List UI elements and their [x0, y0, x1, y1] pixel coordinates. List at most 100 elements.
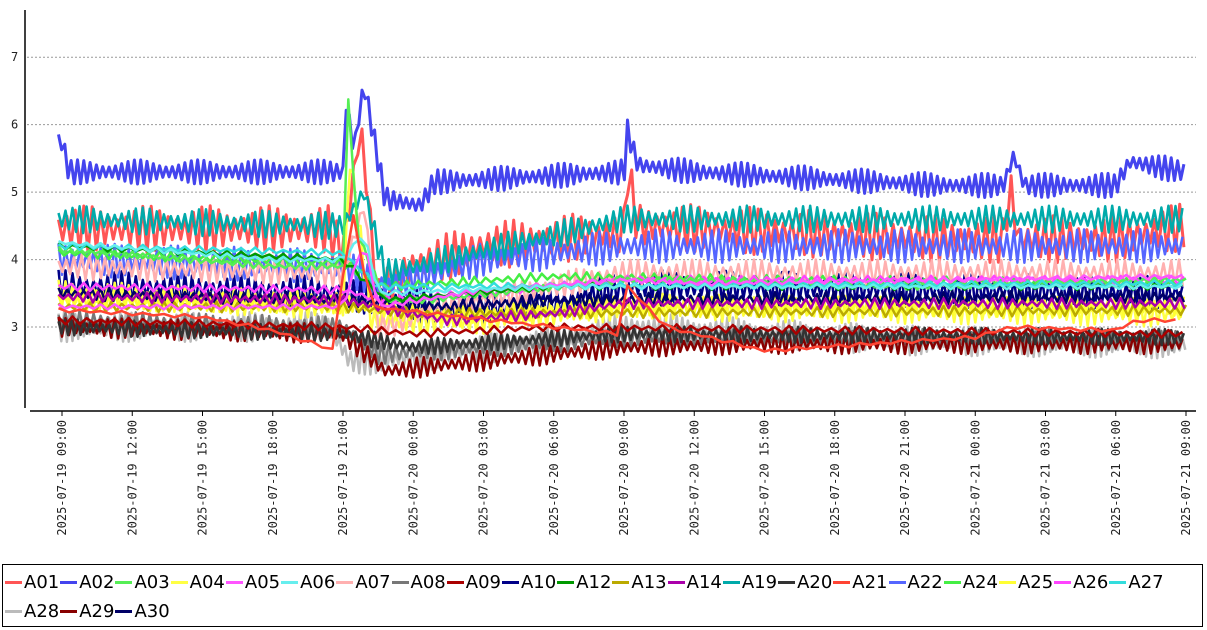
- legend-swatch: [281, 581, 299, 584]
- legend-swatch: [336, 581, 354, 584]
- legend-swatch: [446, 581, 464, 584]
- legend-label: A25: [1017, 572, 1054, 593]
- legend-swatch: [1054, 581, 1072, 584]
- legend-item-a06[interactable]: A06: [281, 568, 335, 597]
- legend-item-a03[interactable]: A03: [115, 568, 170, 597]
- series-layer: [57, 88, 1188, 379]
- legend-label: A14: [686, 572, 722, 593]
- y-tick-label: 4: [11, 253, 18, 267]
- legend-label: A13: [631, 572, 667, 593]
- legend-label: A24: [962, 572, 998, 593]
- legend-swatch: [612, 581, 630, 584]
- legend-item-a08[interactable]: A08: [391, 568, 446, 597]
- legend-item-a07[interactable]: A07: [336, 568, 391, 597]
- legend-swatch: [667, 581, 685, 584]
- legend-swatch: [5, 581, 22, 584]
- legend-label: A19: [741, 572, 778, 593]
- legend-label: A05: [244, 572, 281, 593]
- legend-label: A26: [1073, 572, 1109, 593]
- legend-swatch: [501, 581, 519, 584]
- legend-swatch: [115, 581, 133, 584]
- legend-label: A08: [410, 572, 446, 593]
- x-tick-labels: 2025-07-19 09:00 2025-07-19 12:00 2025-07-…: [55, 411, 1193, 536]
- legend-item-a24[interactable]: A24: [943, 568, 998, 597]
- legend-swatch: [833, 581, 851, 584]
- y-tick-labels: 3 4 5 6 7: [11, 50, 18, 334]
- series-line-a03: [57, 98, 1187, 305]
- legend-item-a10[interactable]: A10: [501, 568, 557, 597]
- legend-swatch: [557, 581, 575, 584]
- legend-swatch: [1109, 581, 1127, 584]
- y-tick-label: 6: [11, 118, 18, 132]
- y-tick-label: 3: [11, 320, 18, 334]
- x-tick-label: 2025-07-21 06:00: [1109, 420, 1123, 536]
- series-line-a21: [58, 214, 1176, 353]
- legend-label: A21: [852, 572, 888, 593]
- x-tick-label: 2025-07-20 09:00: [617, 420, 631, 536]
- legend-item-a30[interactable]: A30: [115, 597, 170, 626]
- legend-item-a25[interactable]: A25: [998, 568, 1054, 597]
- legend-label: A30: [134, 601, 170, 622]
- series-line-a02: [57, 88, 1186, 212]
- legend: A01 A02 A03 A04 A05 A06 A07 A08 A09 A10 A12 A13 A14 A…: [2, 564, 1203, 627]
- legend-item-a22[interactable]: A22: [888, 568, 943, 597]
- series-line-a05: [57, 251, 1184, 311]
- legend-swatch: [5, 610, 22, 613]
- legend-swatch: [225, 581, 243, 584]
- legend-label: A12: [576, 572, 612, 593]
- legend-item-a13[interactable]: A13: [612, 568, 667, 597]
- legend-item-a09[interactable]: A09: [446, 568, 501, 597]
- legend-item-a04[interactable]: A04: [170, 568, 225, 597]
- x-tick-label: 2025-07-20 18:00: [828, 420, 842, 536]
- legend-item-a01[interactable]: A01: [5, 568, 59, 597]
- series-line-a14: [57, 290, 1186, 327]
- x-tick-label: 2025-07-20 03:00: [477, 420, 491, 536]
- x-tick-label: 2025-07-20 15:00: [758, 420, 772, 536]
- legend-swatch: [722, 581, 740, 584]
- legend-item-a29[interactable]: A29: [60, 597, 114, 626]
- legend-label: A07: [355, 572, 391, 593]
- x-tick-label: 2025-07-20 06:00: [547, 420, 561, 536]
- legend-item-a02[interactable]: A02: [60, 568, 114, 597]
- legend-item-a12[interactable]: A12: [557, 568, 611, 597]
- legend-label: A20: [797, 572, 833, 593]
- series-line-a19: [57, 190, 1184, 288]
- x-tick-label: 2025-07-20 21:00: [898, 420, 912, 536]
- legend-label: A02: [79, 572, 115, 593]
- legend-swatch: [778, 581, 796, 584]
- x-tick-label: 2025-07-19 18:00: [266, 420, 280, 536]
- legend-item-a26[interactable]: A26: [1054, 568, 1108, 597]
- legend-label: A27: [1128, 572, 1164, 593]
- legend-label: A01: [24, 572, 60, 593]
- legend-label: A04: [189, 572, 225, 593]
- x-tick-label: 2025-07-19 15:00: [196, 420, 210, 536]
- series-line-a06: [58, 237, 1184, 297]
- legend-swatch: [998, 581, 1016, 584]
- x-tick-label: 2025-07-20 00:00: [406, 420, 420, 536]
- legend-item-a14[interactable]: A14: [667, 568, 722, 597]
- legend-label: A03: [134, 572, 170, 593]
- legend-swatch: [943, 581, 961, 584]
- legend-item-a20[interactable]: A20: [778, 568, 832, 597]
- legend-label: A22: [907, 572, 943, 593]
- legend-label: A10: [520, 572, 557, 593]
- legend-swatch: [115, 610, 133, 613]
- series-line-a07: [57, 210, 1185, 339]
- x-tick-label: 2025-07-21 09:00: [1179, 420, 1193, 536]
- y-tick-label: 5: [11, 185, 18, 199]
- x-tick-label: 2025-07-19 12:00: [125, 420, 139, 536]
- legend-label: A09: [465, 572, 501, 593]
- legend-swatch: [60, 581, 78, 584]
- legend-swatch: [170, 581, 188, 584]
- legend-label: A28: [24, 601, 60, 622]
- legend-item-a05[interactable]: A05: [225, 568, 281, 597]
- legend-item-a19[interactable]: A19: [722, 568, 778, 597]
- legend-item-a21[interactable]: A21: [833, 568, 888, 597]
- series-line-a27: [57, 241, 1184, 291]
- legend-item-a27[interactable]: A27: [1109, 568, 1164, 597]
- legend-swatch: [60, 610, 78, 613]
- x-tick-label: 2025-07-19 21:00: [336, 420, 350, 536]
- x-tick-label: 2025-07-21 00:00: [968, 420, 982, 536]
- x-tick-label: 2025-07-21 03:00: [1039, 420, 1053, 536]
- legend-item-a28[interactable]: A28: [5, 597, 59, 626]
